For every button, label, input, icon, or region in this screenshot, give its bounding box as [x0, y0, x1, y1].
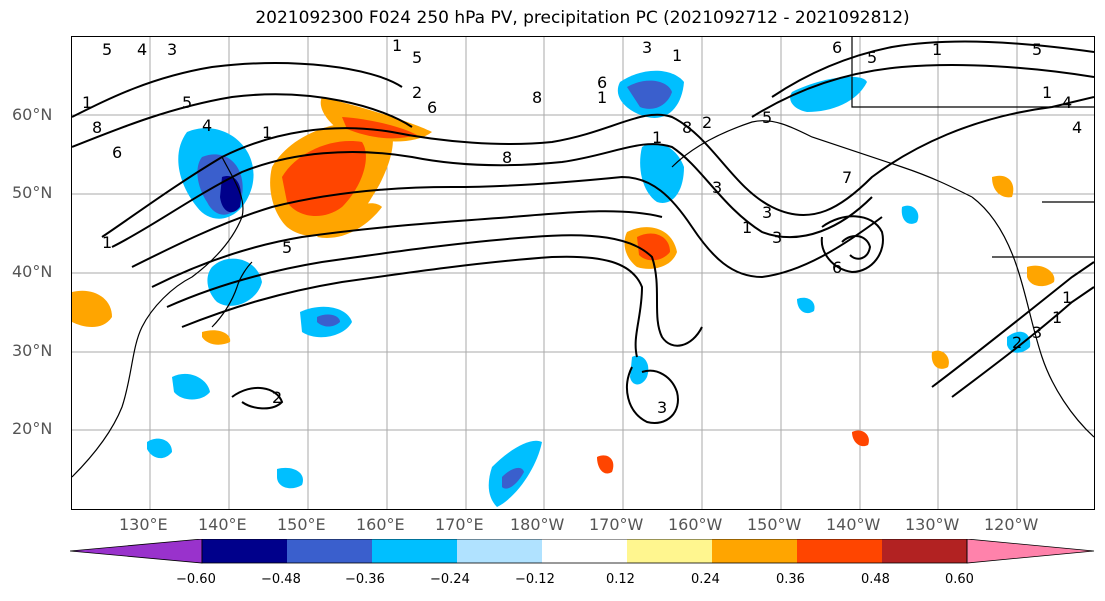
lon-label: 130°E — [119, 515, 168, 534]
contour-label: 1 — [742, 218, 752, 237]
colorbar-segment — [627, 539, 712, 563]
precip-shading — [72, 70, 1055, 507]
lon-label: 160°E — [356, 515, 405, 534]
contour-label: 4 — [1072, 118, 1082, 137]
contour-label: 2 — [1012, 333, 1022, 352]
contour-label: 5 — [182, 93, 192, 112]
contour-label: 1 — [1052, 308, 1062, 327]
graticule — [72, 37, 1094, 509]
contour-label: 4 — [1062, 93, 1072, 112]
contour-label: 1 — [262, 123, 272, 142]
contour-label: 1 — [1062, 288, 1072, 307]
contour-label: 3 — [762, 203, 772, 222]
colorbar-tick-label: −0.24 — [430, 572, 470, 587]
contour-label: 2 — [412, 83, 422, 102]
contour-label: 1 — [82, 93, 92, 112]
lat-label: 20°N — [12, 419, 53, 438]
lon-label: 130°W — [905, 515, 960, 534]
colorbar-segment — [372, 539, 457, 563]
contour-label: 6 — [112, 143, 122, 162]
lon-label: 170°W — [589, 515, 644, 534]
contour-label: 1 — [102, 233, 112, 252]
lon-label: 120°W — [984, 515, 1039, 534]
contour-label: 5 — [867, 48, 877, 67]
contour-label: 3 — [772, 228, 782, 247]
lon-label: 180°W — [510, 515, 565, 534]
contour-label: 8 — [532, 88, 542, 107]
lat-label: 50°N — [12, 183, 53, 202]
contour-label: 1 — [672, 46, 682, 65]
colorbar-extend-low — [70, 539, 203, 564]
contour-label: 8 — [682, 118, 692, 137]
colorbar-tick-label: 0.48 — [861, 572, 890, 587]
contour-label: 3 — [657, 398, 667, 417]
contour-label: 3 — [712, 178, 722, 197]
contour-label: 6 — [832, 38, 842, 57]
contour-label: 5 — [1032, 40, 1042, 59]
colorbar-tick-label: 0.12 — [606, 572, 635, 587]
colorbar-segment — [882, 539, 967, 563]
colorbar-frame — [201, 539, 968, 564]
colorbar-segment — [542, 539, 627, 563]
lat-label: 30°N — [12, 341, 53, 360]
contour-label: 2 — [702, 113, 712, 132]
contour-label: 1 — [597, 88, 607, 107]
lon-label: 160°W — [668, 515, 723, 534]
contour-label: 1 — [392, 37, 402, 55]
contour-label: 6 — [832, 258, 842, 277]
lon-label: 140°E — [198, 515, 247, 534]
lon-label: 150°W — [747, 515, 802, 534]
coastlines — [72, 37, 1094, 478]
contour-label: 5 — [282, 238, 292, 257]
lat-label: 40°N — [12, 262, 53, 281]
colorbar-tick-label: 0.24 — [691, 572, 720, 587]
contour-label: 6 — [597, 73, 607, 92]
colorbar-segment — [712, 539, 797, 563]
pv-contours — [72, 40, 1094, 424]
colorbar-segment — [202, 539, 287, 563]
contour-label: 7 — [842, 168, 852, 187]
colorbar-tick-label: −0.60 — [176, 572, 216, 587]
lon-label: 170°E — [435, 515, 484, 534]
contour-label: 8 — [92, 118, 102, 137]
contour-label: 3 — [642, 38, 652, 57]
colorbar — [70, 539, 1095, 564]
colorbar-extend-high — [966, 539, 1095, 564]
colorbar-tick-label: −0.48 — [261, 572, 301, 587]
colorbar-tick-label: 0.36 — [776, 572, 805, 587]
contour-label: 5 — [412, 48, 422, 67]
contour-label: 5 — [102, 40, 112, 59]
contour-label: 2 — [272, 388, 282, 407]
contour-label: 4 — [137, 40, 147, 59]
contour-label: 5 — [762, 108, 772, 127]
colorbar-segment — [797, 539, 882, 563]
colorbar-tick-label: 0.60 — [945, 572, 974, 587]
contour-label: 1 — [652, 128, 662, 147]
lon-label: 150°E — [277, 515, 326, 534]
contour-label: 1 — [932, 40, 942, 59]
colorbar-tick-label: −0.12 — [515, 572, 555, 587]
contour-label: 4 — [202, 116, 212, 135]
contour-label: 3 — [167, 40, 177, 59]
colorbar-tick-label: −0.36 — [345, 572, 385, 587]
lon-label: 140°W — [826, 515, 881, 534]
contour-label: 8 — [502, 148, 512, 167]
colorbar-segment — [287, 539, 372, 563]
contour-label: 1 — [1042, 83, 1052, 102]
map-title: 2021092300 F024 250 hPa PV, precipitatio… — [255, 8, 910, 28]
colorbar-segment — [457, 539, 542, 563]
contour-label: 3 — [1032, 323, 1042, 342]
contour-label: 6 — [427, 98, 437, 117]
lat-label: 60°N — [12, 105, 53, 124]
